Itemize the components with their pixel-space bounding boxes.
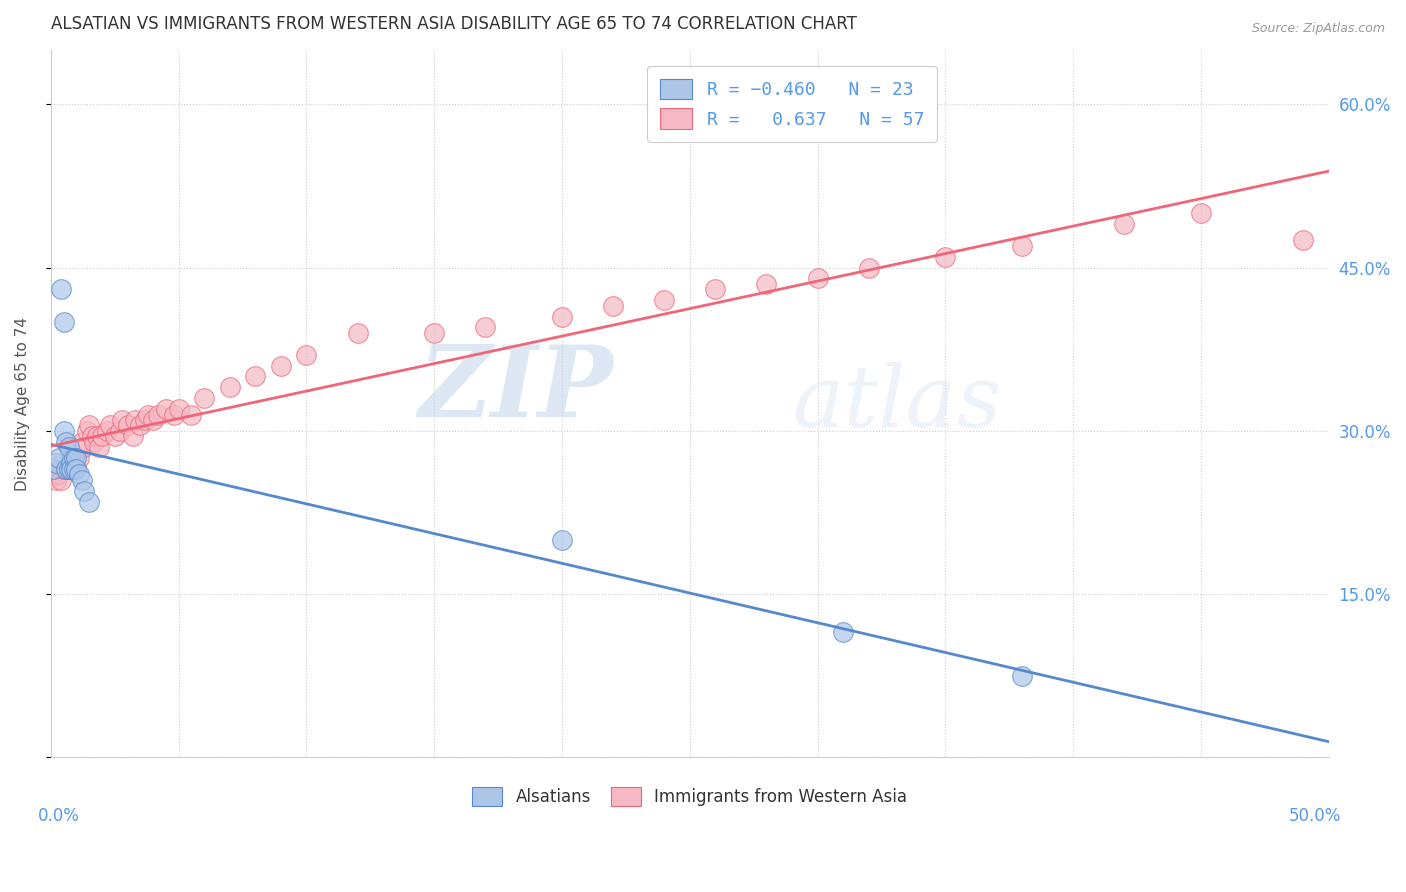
Point bbox=[652, 293, 675, 308]
Point bbox=[55, 462, 77, 476]
Point bbox=[807, 271, 830, 285]
Point bbox=[49, 473, 72, 487]
Point bbox=[148, 408, 170, 422]
Point bbox=[551, 533, 574, 547]
Point bbox=[117, 418, 139, 433]
Point bbox=[55, 434, 77, 449]
Point bbox=[63, 451, 86, 466]
Text: Source: ZipAtlas.com: Source: ZipAtlas.com bbox=[1251, 22, 1385, 36]
Point bbox=[155, 402, 177, 417]
Legend: Alsatians, Immigrants from Western Asia: Alsatians, Immigrants from Western Asia bbox=[465, 780, 914, 813]
Point bbox=[58, 462, 80, 476]
Point bbox=[755, 277, 778, 291]
Point bbox=[136, 408, 159, 422]
Point bbox=[58, 440, 80, 454]
Point bbox=[42, 467, 65, 482]
Point bbox=[65, 451, 87, 466]
Text: ZIP: ZIP bbox=[418, 342, 613, 438]
Point bbox=[167, 402, 190, 417]
Point bbox=[70, 434, 93, 449]
Point bbox=[67, 451, 90, 466]
Point bbox=[1011, 669, 1033, 683]
Point bbox=[129, 418, 152, 433]
Point bbox=[77, 494, 100, 508]
Point bbox=[474, 320, 496, 334]
Point bbox=[80, 429, 103, 443]
Text: 50.0%: 50.0% bbox=[1289, 807, 1341, 825]
Point bbox=[295, 348, 318, 362]
Point bbox=[63, 462, 86, 476]
Point bbox=[76, 424, 98, 438]
Point bbox=[83, 434, 105, 449]
Text: 0.0%: 0.0% bbox=[38, 807, 80, 825]
Y-axis label: Disability Age 65 to 74: Disability Age 65 to 74 bbox=[15, 317, 30, 491]
Point bbox=[104, 429, 127, 443]
Point bbox=[218, 380, 240, 394]
Point bbox=[124, 413, 146, 427]
Point bbox=[1011, 239, 1033, 253]
Point bbox=[142, 413, 165, 427]
Point bbox=[65, 462, 87, 476]
Point bbox=[91, 429, 114, 443]
Point bbox=[270, 359, 292, 373]
Text: atlas: atlas bbox=[792, 362, 1001, 445]
Point bbox=[49, 282, 72, 296]
Point bbox=[60, 451, 83, 466]
Point bbox=[86, 429, 108, 443]
Point bbox=[52, 462, 75, 476]
Point bbox=[245, 369, 267, 384]
Point bbox=[162, 408, 184, 422]
Point bbox=[52, 315, 75, 329]
Point bbox=[704, 282, 727, 296]
Point bbox=[121, 429, 143, 443]
Point bbox=[73, 483, 96, 498]
Point bbox=[67, 467, 90, 482]
Point bbox=[193, 391, 215, 405]
Point bbox=[551, 310, 574, 324]
Point bbox=[98, 418, 121, 433]
Point bbox=[70, 473, 93, 487]
Point bbox=[60, 462, 83, 476]
Point bbox=[832, 625, 855, 640]
Point bbox=[58, 462, 80, 476]
Point bbox=[96, 424, 118, 438]
Point bbox=[48, 467, 70, 482]
Point bbox=[45, 457, 67, 471]
Point bbox=[48, 451, 70, 466]
Point bbox=[89, 440, 111, 454]
Point bbox=[52, 424, 75, 438]
Point bbox=[1114, 217, 1136, 231]
Point bbox=[65, 462, 87, 476]
Point bbox=[45, 473, 67, 487]
Point bbox=[134, 413, 156, 427]
Point bbox=[77, 418, 100, 433]
Point bbox=[346, 326, 368, 340]
Point bbox=[423, 326, 446, 340]
Point bbox=[602, 299, 624, 313]
Point bbox=[858, 260, 880, 275]
Point bbox=[180, 408, 202, 422]
Point bbox=[111, 413, 134, 427]
Point bbox=[934, 250, 956, 264]
Point bbox=[42, 462, 65, 476]
Point bbox=[63, 451, 86, 466]
Point bbox=[1292, 233, 1315, 247]
Point bbox=[1189, 206, 1212, 220]
Point bbox=[55, 462, 77, 476]
Point bbox=[108, 424, 131, 438]
Point bbox=[73, 440, 96, 454]
Text: ALSATIAN VS IMMIGRANTS FROM WESTERN ASIA DISABILITY AGE 65 TO 74 CORRELATION CHA: ALSATIAN VS IMMIGRANTS FROM WESTERN ASIA… bbox=[51, 15, 856, 33]
Point bbox=[60, 457, 83, 471]
